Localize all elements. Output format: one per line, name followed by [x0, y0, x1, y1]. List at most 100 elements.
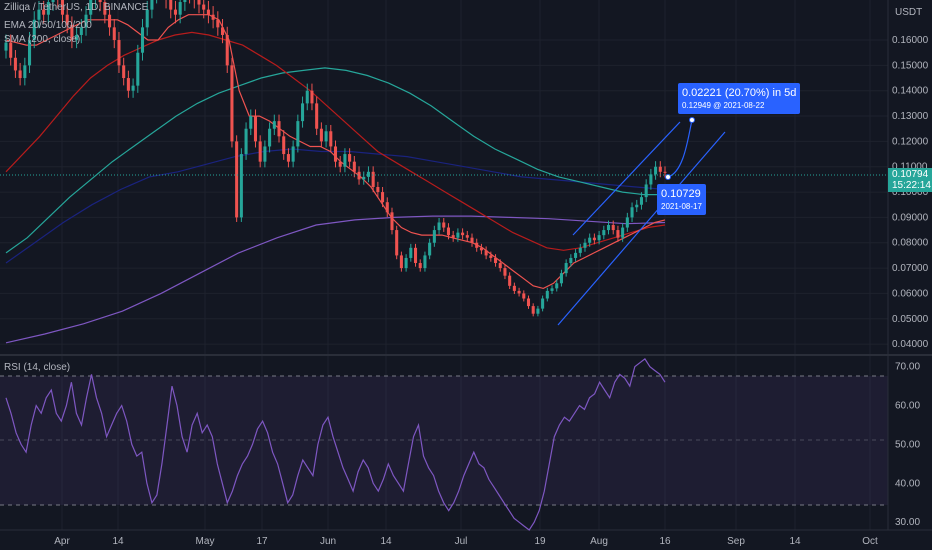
candle[interactable]: [9, 42, 13, 58]
candle[interactable]: [512, 285, 516, 291]
candle[interactable]: [291, 146, 295, 162]
candle[interactable]: [489, 255, 493, 258]
candle[interactable]: [574, 252, 578, 258]
trend-channel[interactable]: [557, 117, 726, 326]
candle[interactable]: [362, 176, 366, 180]
candle[interactable]: [432, 230, 436, 243]
candle[interactable]: [541, 298, 545, 309]
candle[interactable]: [333, 146, 338, 162]
candle[interactable]: [272, 121, 276, 129]
candle[interactable]: [437, 222, 441, 231]
candle[interactable]: [75, 34, 79, 41]
candle[interactable]: [475, 242, 479, 248]
candle[interactable]: [23, 65, 27, 79]
candle[interactable]: [253, 116, 258, 142]
candle[interactable]: [588, 237, 592, 243]
candle[interactable]: [338, 161, 342, 167]
candle[interactable]: [310, 90, 314, 104]
candle[interactable]: [597, 235, 601, 241]
candle[interactable]: [409, 247, 413, 258]
candle[interactable]: [371, 171, 375, 188]
candle[interactable]: [484, 250, 488, 256]
candle[interactable]: [296, 121, 300, 147]
candle[interactable]: [559, 273, 563, 284]
candle[interactable]: [126, 78, 130, 91]
candle[interactable]: [494, 257, 498, 264]
projection-anchor-dot[interactable]: [665, 174, 671, 180]
candle[interactable]: [550, 288, 554, 291]
candle[interactable]: [268, 128, 272, 147]
candle[interactable]: [42, 9, 46, 15]
rsi-legend[interactable]: RSI (14, close): [4, 362, 70, 374]
candle[interactable]: [395, 230, 399, 256]
candle[interactable]: [122, 65, 126, 79]
candle[interactable]: [451, 235, 455, 238]
candle[interactable]: [70, 24, 74, 41]
candles[interactable]: [4, 0, 667, 317]
candle[interactable]: [555, 283, 559, 289]
candle[interactable]: [32, 19, 36, 41]
candle[interactable]: [376, 187, 380, 193]
candle[interactable]: [663, 171, 667, 173]
candle[interactable]: [140, 27, 145, 53]
candle[interactable]: [583, 242, 587, 248]
channel-lower-line[interactable]: [557, 131, 726, 326]
candle[interactable]: [357, 171, 361, 180]
candle[interactable]: [390, 212, 394, 231]
candle[interactable]: [461, 232, 465, 236]
candle[interactable]: [216, 19, 220, 28]
candle[interactable]: [564, 263, 568, 274]
candle[interactable]: [649, 174, 653, 185]
candle[interactable]: [98, 0, 102, 3]
candle[interactable]: [503, 268, 507, 276]
candle[interactable]: [202, 4, 206, 10]
candle[interactable]: [197, 0, 201, 5]
candle[interactable]: [611, 225, 615, 231]
candle[interactable]: [479, 247, 483, 251]
candle[interactable]: [136, 52, 140, 86]
candle[interactable]: [399, 255, 403, 269]
candle[interactable]: [578, 247, 582, 253]
candle[interactable]: [286, 154, 290, 162]
candle[interactable]: [470, 237, 474, 243]
candle[interactable]: [258, 141, 262, 162]
candle[interactable]: [239, 154, 243, 218]
candle[interactable]: [65, 14, 69, 25]
ema-legend[interactable]: EMA 20/50/100/200: [4, 20, 92, 32]
candle[interactable]: [606, 225, 611, 231]
candle[interactable]: [145, 9, 149, 28]
candle[interactable]: [131, 85, 135, 91]
candle[interactable]: [658, 166, 662, 172]
candle[interactable]: [220, 27, 225, 35]
candle[interactable]: [89, 0, 93, 15]
candle[interactable]: [169, 0, 173, 10]
candle[interactable]: [498, 263, 502, 269]
candle[interactable]: [569, 257, 573, 264]
candle[interactable]: [536, 308, 540, 314]
candle[interactable]: [249, 116, 253, 129]
candle[interactable]: [211, 14, 215, 20]
candle[interactable]: [423, 255, 427, 269]
candle[interactable]: [522, 293, 526, 299]
candle[interactable]: [277, 121, 281, 137]
candle[interactable]: [244, 128, 248, 155]
candle[interactable]: [526, 298, 531, 307]
candle[interactable]: [305, 90, 309, 104]
candle[interactable]: [301, 103, 305, 122]
candle[interactable]: [225, 34, 229, 66]
candle[interactable]: [112, 27, 116, 41]
candle[interactable]: [46, 2, 50, 15]
projection-target-dot[interactable]: [689, 117, 695, 123]
candle[interactable]: [60, 0, 65, 15]
candle[interactable]: [621, 227, 625, 238]
candle[interactable]: [329, 131, 333, 147]
candle[interactable]: [150, 0, 154, 10]
candle[interactable]: [644, 184, 648, 198]
candle[interactable]: [108, 14, 112, 28]
candle[interactable]: [456, 232, 460, 238]
candle[interactable]: [654, 166, 658, 175]
candle[interactable]: [173, 9, 177, 15]
candle[interactable]: [4, 42, 8, 51]
candle[interactable]: [282, 136, 286, 155]
candle[interactable]: [206, 9, 210, 15]
